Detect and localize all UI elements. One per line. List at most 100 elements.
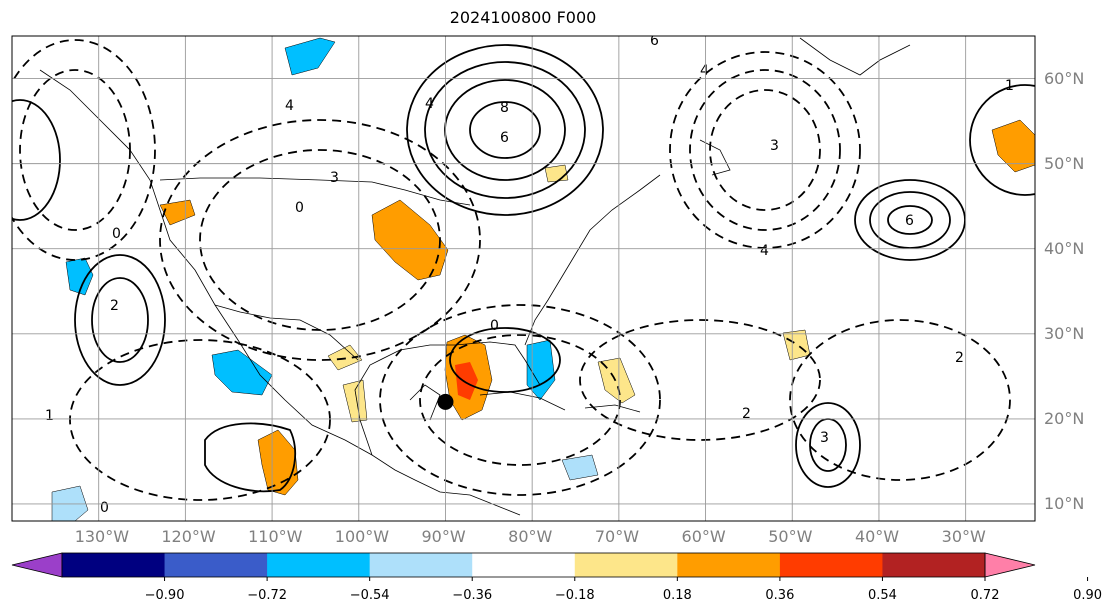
svg-text:6: 6 bbox=[500, 130, 509, 146]
contour-high-atlantic-1 bbox=[869, 191, 951, 249]
colorbar-segment bbox=[164, 553, 268, 577]
coastlines-and-borders bbox=[39, 37, 911, 516]
latitude-label: 60°N bbox=[1044, 68, 1085, 88]
contour-low-pacific-2 bbox=[12, 39, 156, 261]
contour-low-mid-atlantic bbox=[579, 319, 821, 441]
cold-anomaly-florida bbox=[526, 339, 556, 401]
map-frame bbox=[11, 35, 1036, 522]
contour-west-pacific bbox=[12, 99, 61, 221]
contour-high-hudson-2 bbox=[424, 61, 586, 199]
colorbar-segment bbox=[574, 553, 678, 577]
storm-center-marker bbox=[437, 393, 454, 410]
colorbar-tick-label: 0.72 bbox=[970, 588, 1000, 603]
weak-warm-anomaly-pacific bbox=[159, 199, 196, 226]
svg-text:2: 2 bbox=[742, 406, 751, 422]
colorbar-tick-label: 0.36 bbox=[765, 588, 795, 603]
contour-high-pacific-2 bbox=[91, 277, 149, 363]
longitude-label: 120°W bbox=[161, 527, 216, 546]
us-mexico-border bbox=[214, 304, 359, 361]
contour-low-south-atlantic bbox=[789, 319, 1011, 481]
colorbar-segment bbox=[472, 553, 576, 577]
contour-high-atlantic-2 bbox=[854, 179, 966, 261]
gulf-coast bbox=[354, 341, 541, 456]
us-canada-border bbox=[159, 177, 471, 206]
colorbar-tick-label: 0.90 bbox=[1073, 588, 1103, 603]
svg-text:2: 2 bbox=[110, 298, 119, 314]
longitude-label: 70°W bbox=[594, 527, 640, 546]
svg-text:8: 8 bbox=[500, 100, 509, 116]
contour-mexico bbox=[204, 422, 297, 493]
contour-low-caribbean-1 bbox=[419, 334, 621, 466]
hispaniola bbox=[584, 404, 641, 413]
svg-text:1: 1 bbox=[45, 408, 54, 424]
contour-low-atlantic-1 bbox=[709, 89, 821, 211]
colorbar-over-arrow bbox=[984, 552, 1036, 578]
svg-text:1: 1 bbox=[1005, 78, 1014, 94]
colorbar-under-arrow bbox=[11, 552, 63, 578]
svg-text:6: 6 bbox=[650, 33, 659, 49]
longitude-label: 30°W bbox=[941, 527, 986, 546]
contour-high-hudson-1 bbox=[444, 79, 566, 181]
cold-anomaly-mexico-west bbox=[211, 349, 273, 396]
colorbar-tick-label: −0.36 bbox=[452, 588, 493, 603]
longitude-label: 100°W bbox=[334, 527, 390, 546]
latitude-label: 40°N bbox=[1044, 238, 1085, 258]
svg-text:4: 4 bbox=[285, 98, 294, 114]
colorbar-segment bbox=[267, 553, 371, 577]
colorbar-tick-label: −0.18 bbox=[554, 588, 595, 603]
colorbar-segment bbox=[369, 553, 473, 577]
longitude-label: 40°W bbox=[854, 527, 900, 546]
colorbar-tick-label: 0.54 bbox=[867, 588, 897, 603]
contour-low-west-1 bbox=[199, 149, 441, 331]
svg-text:3: 3 bbox=[770, 138, 779, 154]
svg-text:4: 4 bbox=[760, 243, 769, 259]
colorbar-tick-label: −0.54 bbox=[349, 588, 390, 603]
contour-labels: 8 6 6 3 4 3 2 0 0 4 6 1 2 2 4 0 1 0 3 4 bbox=[45, 33, 1014, 516]
contour-high-atlantic-3 bbox=[887, 205, 933, 235]
negative-contours bbox=[12, 39, 1011, 501]
longitude-label: 90°W bbox=[421, 527, 466, 546]
longitude-label: 80°W bbox=[508, 527, 553, 546]
warm-anomaly-mexico bbox=[257, 429, 299, 496]
contour-high-south-atlantic-1 bbox=[795, 402, 861, 488]
cold-anomaly-pacific bbox=[65, 257, 94, 296]
newfoundland bbox=[699, 139, 731, 176]
colorbar-tick-label: −0.72 bbox=[247, 588, 288, 603]
colorbar-tick-label: −0.90 bbox=[144, 588, 185, 603]
latitude-label: 50°N bbox=[1044, 153, 1085, 173]
contour-gulf-1 bbox=[449, 327, 561, 393]
positive-contours bbox=[12, 44, 1035, 493]
weak-warm-anomaly-atlantic-2 bbox=[782, 329, 811, 361]
contour-high-hudson-4 bbox=[469, 101, 541, 159]
svg-text:0: 0 bbox=[112, 226, 121, 242]
svg-text:0: 0 bbox=[100, 500, 109, 516]
contour-low-pacific-1 bbox=[19, 69, 131, 231]
latitude-label: 20°N bbox=[1044, 408, 1085, 428]
warm-anomaly-north-atlantic bbox=[991, 119, 1035, 173]
latitude-label: 30°N bbox=[1044, 323, 1085, 343]
longitude-label: 60°W bbox=[681, 527, 726, 546]
colorbar bbox=[11, 552, 1089, 581]
strong-warm-anomaly-gulf bbox=[455, 362, 478, 400]
svg-text:3: 3 bbox=[330, 170, 339, 186]
longitude-label: 50°W bbox=[768, 527, 813, 546]
warm-anomaly-great-plains bbox=[371, 199, 449, 281]
cuba bbox=[479, 391, 566, 411]
svg-text:3: 3 bbox=[820, 430, 829, 446]
graticule bbox=[12, 36, 1035, 521]
svg-text:0: 0 bbox=[490, 318, 499, 334]
svg-text:4: 4 bbox=[700, 63, 709, 79]
svg-text:6: 6 bbox=[905, 213, 914, 229]
north-america-coast bbox=[39, 69, 521, 516]
weak-warm-anomaly-gulf-north bbox=[327, 344, 363, 371]
east-coast bbox=[524, 174, 661, 346]
svg-text:4: 4 bbox=[425, 96, 434, 112]
weak-warm-anomaly-canada bbox=[544, 164, 569, 183]
contour-high-pacific-1 bbox=[74, 254, 166, 386]
svg-text:2: 2 bbox=[955, 350, 964, 366]
weak-warm-anomaly-atlantic bbox=[597, 357, 636, 404]
weak-warm-anomaly-mexico bbox=[342, 379, 368, 423]
cold-anomaly-hudson bbox=[284, 37, 336, 76]
colorbar-segment bbox=[882, 553, 986, 577]
